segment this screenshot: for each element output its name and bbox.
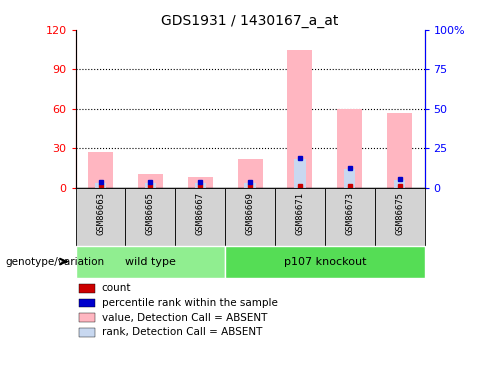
Bar — [344, 169, 355, 188]
Bar — [79, 284, 95, 293]
Bar — [76, 188, 125, 246]
Bar — [325, 188, 375, 246]
Bar — [88, 152, 113, 188]
Bar — [95, 183, 106, 188]
Text: GSM86665: GSM86665 — [146, 192, 155, 235]
Text: p107 knockout: p107 knockout — [284, 256, 366, 267]
Bar — [225, 188, 275, 246]
Text: percentile rank within the sample: percentile rank within the sample — [102, 298, 278, 308]
Bar — [79, 298, 95, 307]
Bar — [394, 180, 405, 188]
Bar — [79, 313, 95, 322]
Bar — [287, 50, 312, 188]
Text: value, Detection Call = ABSENT: value, Detection Call = ABSENT — [102, 313, 267, 322]
Bar — [244, 183, 256, 188]
Text: GSM86675: GSM86675 — [395, 192, 404, 235]
Bar — [79, 328, 95, 337]
Bar — [294, 159, 305, 188]
Bar — [225, 246, 425, 278]
Bar — [188, 177, 213, 188]
Bar — [175, 188, 225, 246]
Bar — [145, 183, 156, 188]
Bar — [337, 109, 362, 188]
Bar — [275, 188, 325, 246]
Text: GSM86669: GSM86669 — [245, 192, 255, 235]
Bar — [238, 159, 263, 188]
Bar — [138, 174, 163, 188]
Text: GSM86673: GSM86673 — [346, 192, 354, 235]
Text: GSM86667: GSM86667 — [196, 192, 205, 235]
Text: count: count — [102, 284, 131, 293]
Title: GDS1931 / 1430167_a_at: GDS1931 / 1430167_a_at — [162, 13, 339, 28]
Text: wild type: wild type — [125, 256, 176, 267]
Text: genotype/variation: genotype/variation — [5, 256, 104, 267]
Bar — [195, 183, 206, 188]
Text: rank, Detection Call = ABSENT: rank, Detection Call = ABSENT — [102, 327, 262, 338]
Text: GSM86671: GSM86671 — [295, 192, 305, 235]
Text: GSM86663: GSM86663 — [96, 192, 105, 235]
Bar — [375, 188, 425, 246]
Bar — [387, 112, 412, 188]
Bar — [125, 188, 175, 246]
Bar — [76, 246, 225, 278]
